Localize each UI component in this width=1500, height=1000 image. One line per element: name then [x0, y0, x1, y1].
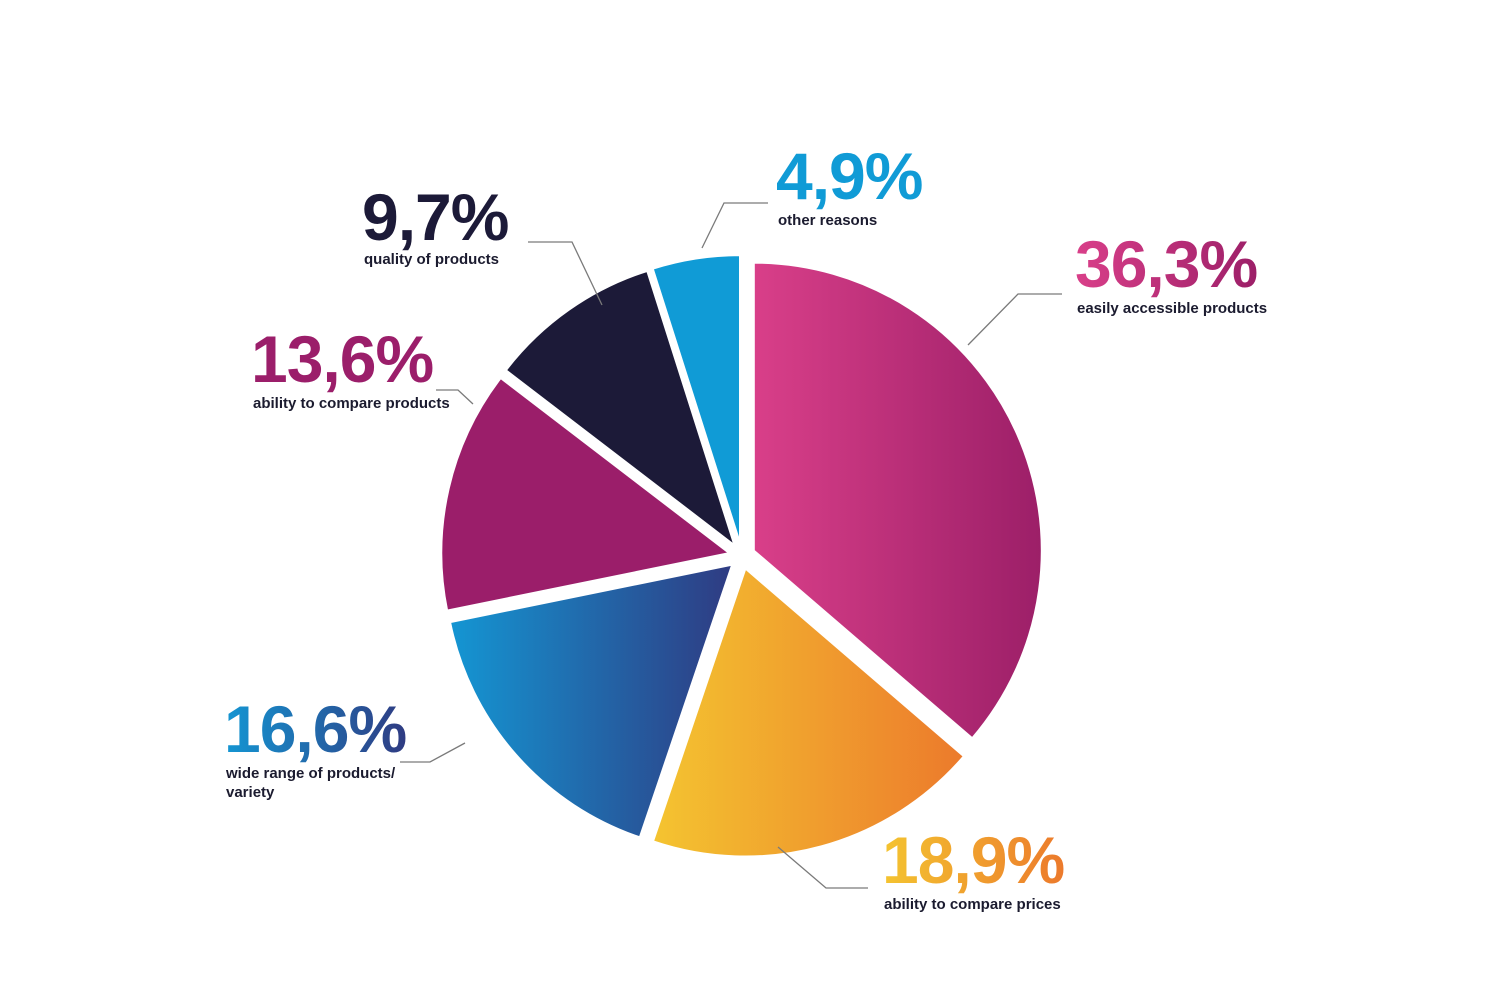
- slice-label-compare-products: 13,6%: [251, 322, 433, 396]
- slice-label-compare-prices: 18,9%: [882, 823, 1064, 897]
- slice-name-compare-products: ability to compare products: [253, 395, 450, 412]
- slice-label-quality: 9,7%: [362, 180, 508, 254]
- slice-label-easily-accessible: 36,3%: [1075, 227, 1257, 301]
- slice-name-easily-accessible: easily accessible products: [1077, 300, 1267, 317]
- leader-line-3: [400, 742, 466, 763]
- leader-line-2: [777, 846, 868, 889]
- slice-name-quality: quality of products: [364, 251, 499, 268]
- pie-slice-4: [440, 377, 731, 612]
- leader-lines: [400, 202, 1062, 889]
- slice-label-other: 4,9%: [776, 139, 922, 213]
- leader-line-4: [436, 389, 474, 405]
- pie-slices: [440, 254, 1043, 858]
- pie-slice-5: [504, 269, 736, 547]
- slice-name-wide-range-line-1: wide range of products/: [225, 765, 396, 782]
- pie-slice-6: [651, 254, 742, 545]
- slice-name-other: other reasons: [778, 212, 877, 229]
- slice-name-wide-range-line-2: variety: [226, 784, 275, 801]
- leader-line-6: [701, 202, 768, 249]
- pie-slice-1: [752, 261, 1043, 740]
- slice-name-compare-prices: ability to compare prices: [884, 896, 1061, 913]
- leader-line-1: [967, 293, 1062, 346]
- pie-slice-3: [449, 563, 734, 839]
- pie-slice-2: [652, 567, 965, 858]
- slice-label-wide-range: 16,6%: [224, 692, 406, 766]
- leader-line-5: [528, 241, 603, 306]
